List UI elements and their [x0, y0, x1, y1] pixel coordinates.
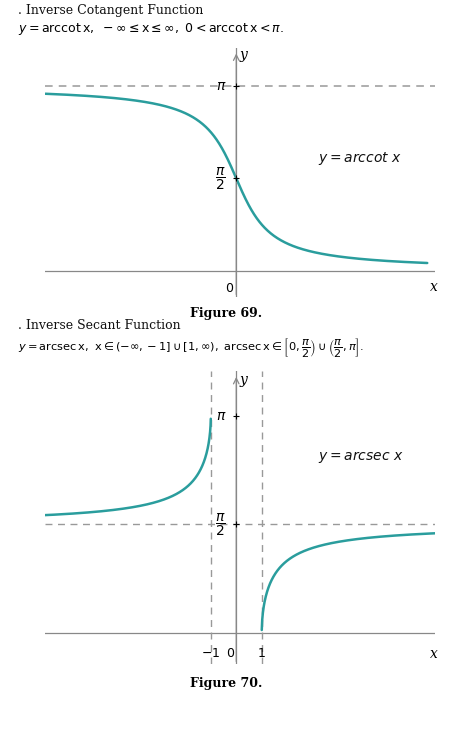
Text: $y = \mathrm{arcsec}\,\mathrm{x},\ \mathrm{x} \in (-\infty,-1]\cup[1,\infty),\ \: $y = \mathrm{arcsec}\,\mathrm{x},\ \math…	[18, 336, 364, 359]
Text: x: x	[429, 280, 438, 294]
Text: $-1$: $-1$	[201, 647, 221, 661]
Text: $y = arcsec\ x$: $y = arcsec\ x$	[318, 449, 404, 465]
Text: Figure 69.: Figure 69.	[190, 307, 263, 320]
Text: $y = \mathrm{arccot}\, \mathrm{x},\ -\infty \leq \mathrm{x} \leq \infty,\ 0 < \m: $y = \mathrm{arccot}\, \mathrm{x},\ -\in…	[18, 21, 284, 37]
Text: $\pi$: $\pi$	[216, 409, 226, 423]
Text: x: x	[429, 647, 438, 661]
Text: . Inverse Secant Function: . Inverse Secant Function	[18, 319, 181, 333]
Text: 0: 0	[226, 647, 234, 661]
Text: . Inverse Cotangent Function: . Inverse Cotangent Function	[18, 4, 203, 17]
Text: $\dfrac{\pi}{2}$: $\dfrac{\pi}{2}$	[215, 511, 226, 537]
Text: y: y	[240, 373, 248, 387]
Text: Figure 70.: Figure 70.	[190, 677, 263, 690]
Text: $y = arccot\ x$: $y = arccot\ x$	[318, 150, 401, 167]
Text: $\pi$: $\pi$	[216, 79, 226, 93]
Text: y: y	[240, 48, 248, 62]
Text: $1$: $1$	[257, 647, 266, 661]
Text: 0: 0	[225, 282, 233, 295]
Text: $\dfrac{\pi}{2}$: $\dfrac{\pi}{2}$	[215, 165, 226, 192]
